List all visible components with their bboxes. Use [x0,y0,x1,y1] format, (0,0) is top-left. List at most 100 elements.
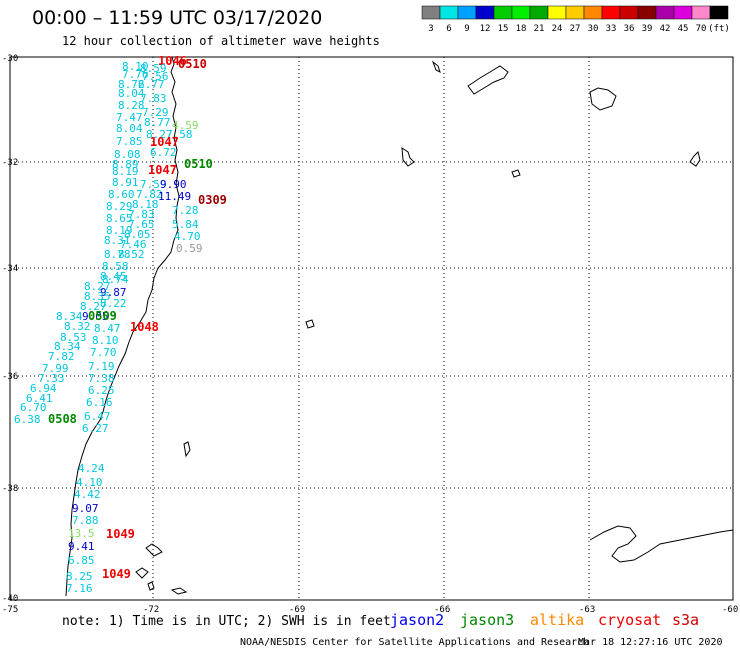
wave-height-value: 8.72 [118,78,145,91]
chiloe-island-outline [145,543,163,557]
wave-height-value: 8.27 [146,128,173,141]
legend-swatch [565,5,585,20]
wave-height-value: 8.27 [84,280,111,293]
wave-height-value: 8.18 [132,198,159,211]
coastline [65,56,734,597]
wave-height-value: 8.05 [124,228,151,241]
wave-height-value: 7.58 [166,128,193,141]
page-subtitle: 12 hour collection of altimeter wave hei… [62,34,380,48]
lon-label: -72 [143,605,159,615]
wave-height-value: 6.85 [68,554,95,567]
observation-labels: 104605108.108.597.767.568.726.778.047.83… [14,54,227,595]
wave-height-value: 8.52 [118,248,145,261]
wave-height-value: 7.99 [42,362,69,375]
wave-height-value: 7.38 [88,372,115,385]
legend-label: 33 [606,24,617,34]
lat-label: -32 [2,158,18,168]
legend-swatch [637,5,657,20]
wave-height-value: 8.35 [84,290,111,303]
wave-height-value: 6.70 [20,401,47,414]
wave-height-value: 6.72 [150,146,177,159]
legend-swatch [619,5,639,20]
wave-height-value: 7.65 [128,218,155,231]
wave-height-value: 7.82 [136,188,163,201]
satellite-legend: jason2 jason3 altika cryosat s3a [390,611,699,629]
lake-outline [401,147,415,167]
latitude-labels: -30 -32 -34 -36 -38 -40 [2,54,18,604]
wave-height-value: 7.88 [72,514,99,527]
wave-height-value: 8.04 [118,87,145,100]
legend-label: 15 [498,24,509,34]
legend-swatch [655,5,675,20]
pass-time-label: 1046 [158,54,187,68]
small-lake [305,319,315,329]
lat-label: -38 [2,484,18,494]
map-frame [9,56,734,601]
wave-height-value: 8.53 [60,331,87,344]
wave-height-value: 8.19 [106,224,133,237]
legend-label: 39 [642,24,653,34]
legend-swatch [601,5,621,20]
wave-height-value: 7.83 [140,92,167,105]
pass-time-label: 1048 [130,320,159,334]
legend-swatch [439,5,459,20]
wave-height-value: 8.22 [100,297,127,310]
legend-label: 42 [660,24,671,34]
pass-time-label: 1049 [106,527,135,541]
small-lake [170,587,188,595]
wave-height-value: 7.76 [122,68,149,81]
wave-height-value: 7.29 [142,106,169,119]
satellite-legend-jason2: jason2 [390,611,444,629]
legend-swatch [421,5,441,20]
wave-height-value: 8.59 [140,62,167,75]
wave-height-value: 8.78 [104,248,131,261]
legend-label: 18 [516,24,527,34]
legend-swatch [475,5,495,20]
legend-label: 24 [552,24,563,34]
wave-height-value: 8.32 [64,320,91,333]
legend-label: 3 [428,24,433,34]
lon-label: -66 [434,605,450,615]
wave-height-value: 6.47 [84,410,111,423]
wave-height-value: 4.10 [76,476,103,489]
lat-lon-grid [10,57,733,600]
longitude-labels: -75 -72 -69 -66 -63 -60 [2,605,738,615]
mar-chiquita-outline [589,87,617,111]
satellite-legend-s3a: s3a [672,611,699,629]
lat-label: -34 [2,264,18,274]
legend-swatch [583,5,603,20]
small-island [147,581,155,591]
wave-height-value: 9.05 [82,310,109,323]
legend-label: 45 [678,24,689,34]
legend-swatch [691,5,711,20]
wave-height-value: 8.45 [100,270,127,283]
legend-label: 21 [534,24,545,34]
legend-swatch [709,5,729,20]
pass-time-label: 0508 [48,412,77,426]
wave-height-value: 8.65 [106,212,133,225]
pass-time-label: 0510 [184,157,213,171]
wave-height-value: 4.42 [74,488,101,501]
small-lake [511,169,521,178]
lat-label: -30 [2,54,18,64]
pass-time-label: 1047 [150,135,179,149]
wave-height-value: 6.94 [30,382,57,395]
lat-label: -36 [2,372,18,382]
wave-height-value: 7.33 [38,372,65,385]
wave-height-value: 8.34 [54,340,81,353]
chile-coastline [65,56,180,597]
lon-label: -75 [2,605,18,615]
footer-note: note: 1) Time is in UTC; 2) SWH is in fe… [62,614,391,629]
wave-height-value: 4.59 [172,119,199,132]
wave-height-value: 8.89 [112,158,139,171]
wave-height-value: 7.82 [48,350,75,363]
wave-height-value: 7.16 [66,582,93,595]
pass-time-label: 1049 [102,567,131,581]
wave-height-value: 6.25 [88,384,115,397]
wave-height-value: 7.83 [128,208,155,221]
legend-label: 27 [570,24,581,34]
wave-height-value: 9.87 [100,286,127,299]
argentina-coast-peninsula [589,525,734,563]
legend-label: 30 [588,24,599,34]
lon-label: -63 [579,605,595,615]
